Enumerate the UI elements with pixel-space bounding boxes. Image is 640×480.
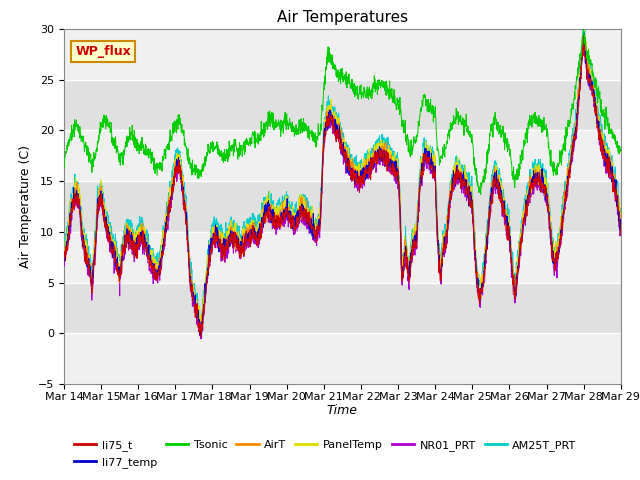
- Bar: [64, 29, 621, 80]
- Text: WP_flux: WP_flux: [75, 45, 131, 58]
- Title: Air Temperatures: Air Temperatures: [277, 10, 408, 25]
- Y-axis label: Air Temperature (C): Air Temperature (C): [19, 145, 33, 268]
- Bar: [64, 283, 621, 333]
- Bar: [64, 232, 621, 283]
- X-axis label: Time: Time: [327, 405, 358, 418]
- Bar: [64, 130, 621, 181]
- Legend: li75_t, li77_temp, Tsonic, AirT, PanelTemp, NR01_PRT, AM25T_PRT: li75_t, li77_temp, Tsonic, AirT, PanelTe…: [70, 436, 581, 472]
- Bar: [64, 181, 621, 232]
- Bar: [64, 80, 621, 130]
- Bar: [64, 333, 621, 384]
